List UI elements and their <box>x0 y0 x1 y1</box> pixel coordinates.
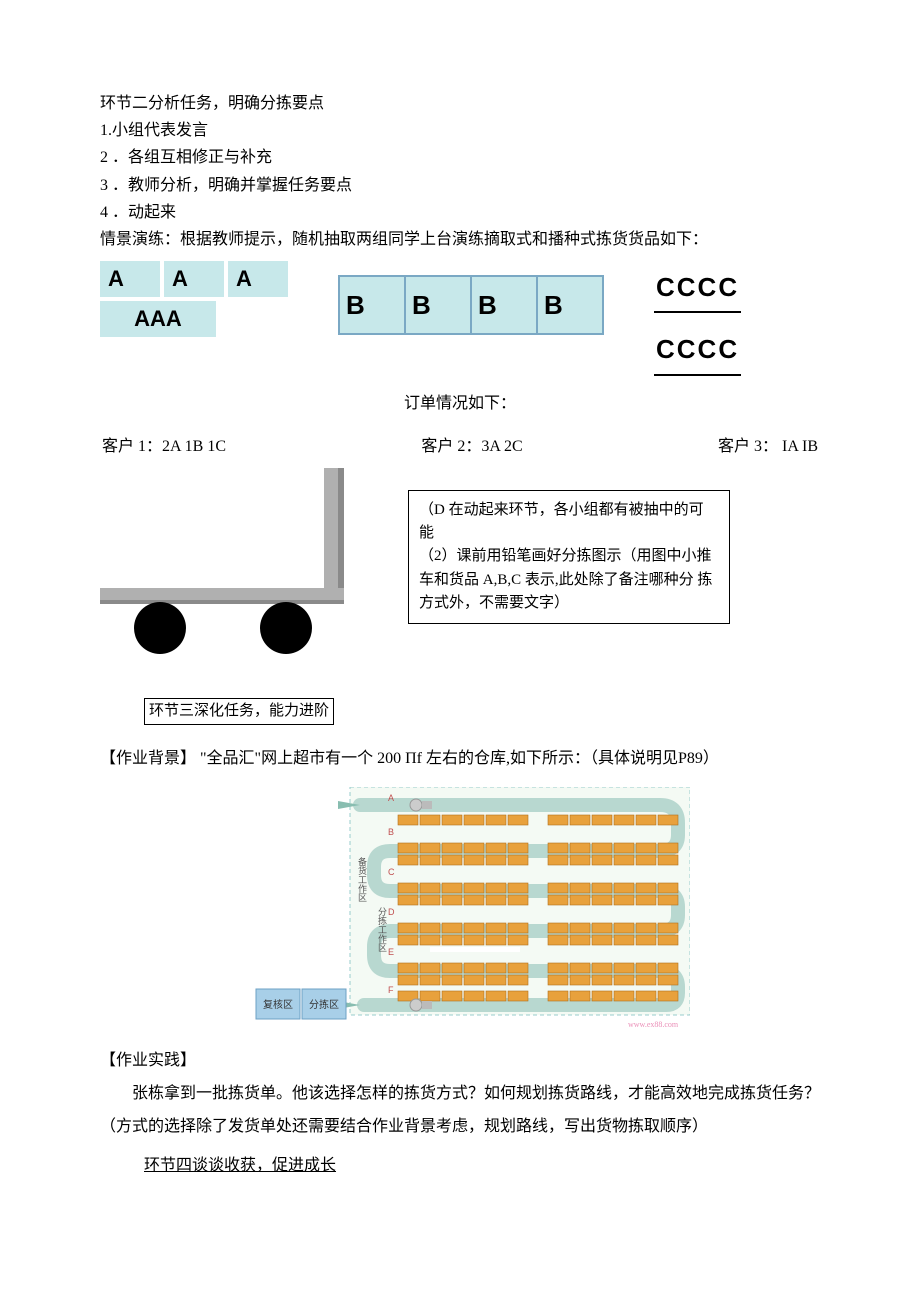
background-para: 【作业背景】 "全品汇"网上超市有一个 200 Πf 左右的仓库,如下所示：（具… <box>100 745 820 772</box>
customer-3: 客户 3： IA IB <box>718 433 818 460</box>
orders-title: 订单情况如下： <box>100 390 820 417</box>
customer-1: 客户 1：2A 1B 1C <box>102 433 226 460</box>
practice-p1: 张栋拿到一批拣货单。他该选择怎样的拣货方式？如何规划拣货路线，才能高效地完成拣货… <box>100 1080 820 1107</box>
svg-text:B: B <box>388 827 394 837</box>
customers-row: 客户 1：2A 1B 1C 客户 2：3A 2C 客户 3： IA IB <box>102 433 818 460</box>
note-line-1: （D 在动起来环节，各小组都有被抽中的可 能 <box>419 499 719 546</box>
c-line: CCCC <box>654 327 741 375</box>
svg-text:C: C <box>388 867 395 877</box>
section2-title: 环节二分析任务，明确分拣要点 <box>100 90 820 117</box>
box-b: B <box>340 277 406 333</box>
section3-title: 环节三深化任务，能力进阶 <box>144 698 334 726</box>
svg-text:F: F <box>388 985 394 995</box>
svg-text:复核区: 复核区 <box>263 998 293 1011</box>
list-item: 1.小组代表发言 <box>100 117 820 144</box>
background-label: 【作业背景】 <box>100 750 196 767</box>
list-item: 3 ．教师分析，明确并掌握任务要点 <box>100 172 820 199</box>
note-line-2: （2）课前用铅笔画好分拣图示（用图中小推车和货品 A,B,C 表示,此处除了备注… <box>419 545 719 615</box>
svg-text:分拣工作区: 分拣工作区 <box>377 906 387 951</box>
box-a-wide: AAA <box>100 301 216 337</box>
svg-text:E: E <box>388 947 394 957</box>
svg-text:www.ex88.com: www.ex88.com <box>628 1020 679 1029</box>
customer-2: 客户 2：3A 2C <box>421 433 522 460</box>
c-line: CCCC <box>654 265 741 313</box>
box-a: A <box>164 261 224 297</box>
note-box: （D 在动起来环节，各小组都有被抽中的可 能 （2）课前用铅笔画好分拣图示（用图… <box>408 490 730 624</box>
svg-text:D: D <box>388 907 395 917</box>
box-b: B <box>406 277 472 333</box>
scenario-text: 情景演练：根据教师提示，随机抽取两组同学上台演练摘取式和播种式拣货货品如下： <box>100 226 820 253</box>
list-item: 2 ．各组互相修正与补充 <box>100 144 820 171</box>
list-item: 4 ．动起来 <box>100 199 820 226</box>
box-a: A <box>100 261 160 297</box>
svg-text:备货工作区: 备货工作区 <box>357 855 367 901</box>
background-text: "全品汇"网上超市有一个 200 Πf 左右的仓库,如下所示：（具体说明见P89… <box>200 750 719 767</box>
box-b: B <box>472 277 538 333</box>
goods-group-a: A A A AAA <box>100 261 288 337</box>
goods-group-b: B B B B <box>338 275 604 335</box>
goods-group-c: CCCC CCCC <box>654 265 741 375</box>
warehouse-diagram: A B C D E F 备货工作区 分拣工作区 复核区 分拣区 www.ex88… <box>230 787 690 1037</box>
svg-text:分拣区: 分拣区 <box>309 998 339 1011</box>
svg-text:A: A <box>388 793 394 803</box>
section4-title: 环节四谈谈收获，促进成长 <box>144 1152 336 1179</box>
practice-label: 【作业实践】 <box>100 1047 820 1074</box>
box-a: A <box>228 261 288 297</box>
cart-icon <box>100 468 380 658</box>
practice-p2: （方式的选择除了发货单处还需要结合作业背景考虑，规划路线，写出货物拣取顺序） <box>100 1113 820 1140</box>
box-b: B <box>538 277 602 333</box>
goods-diagram: A A A AAA B B B B CCCC CCCC <box>100 261 820 375</box>
